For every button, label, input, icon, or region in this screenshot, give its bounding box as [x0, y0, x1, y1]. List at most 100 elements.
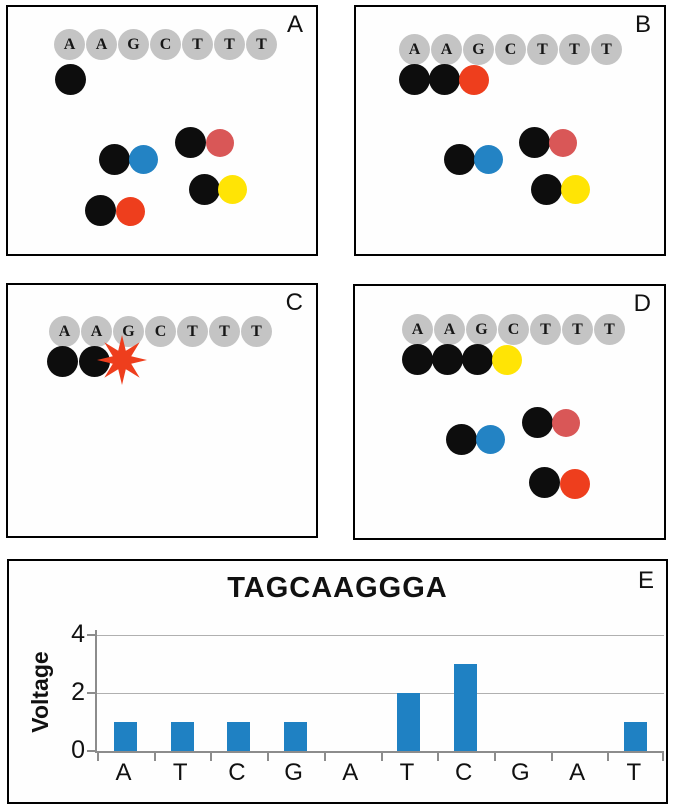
- panel-c-label: C: [285, 289, 303, 316]
- free-nucleotide-circle: [522, 407, 553, 438]
- chart-bar-G-3: [283, 722, 307, 751]
- fluorophore-tag-circle: [129, 145, 158, 174]
- fluorophore-tag-circle: [561, 175, 590, 204]
- gridline-2: [97, 693, 664, 694]
- panel-e-label: E: [637, 567, 654, 594]
- template-base-circle: G: [466, 314, 497, 345]
- incorporation-flash-icon: [96, 334, 148, 391]
- template-base-circle: A: [402, 314, 433, 345]
- x-tick-mark: [380, 753, 383, 761]
- template-base-circle: C: [145, 316, 176, 347]
- free-nucleotide-circle: [189, 174, 220, 205]
- category-label-A: A: [342, 759, 359, 786]
- category-label-C: C: [455, 759, 473, 786]
- chart-title: TAGCAAGGGA: [227, 572, 448, 604]
- category-label-T: T: [399, 759, 415, 786]
- free-nucleotide-circle: [85, 195, 116, 226]
- y-tick-label-2: 2: [71, 678, 85, 706]
- incorporated-nucleotide-circle: [462, 344, 493, 375]
- template-base-circle: A: [434, 314, 465, 345]
- template-base-circle: A: [81, 316, 112, 347]
- template-base-circle: G: [118, 29, 149, 60]
- template-base-circle: T: [562, 314, 593, 345]
- fluorophore-tag-circle: [474, 145, 503, 174]
- y-axis-label: Voltage: [27, 651, 53, 733]
- chart-bar-A-0: [113, 722, 137, 751]
- incorporated-nucleotide-circle: [55, 64, 86, 95]
- x-tick-mark: [607, 753, 610, 761]
- template-base-circle: T: [209, 316, 240, 347]
- fluorophore-tag-circle: [206, 129, 234, 157]
- free-nucleotide-circle: [519, 127, 550, 158]
- bar-chart-plot-area: [87, 630, 664, 761]
- y-tick-label-0: 0: [71, 736, 85, 764]
- fluorophore-tag-circle: [560, 469, 590, 499]
- fluorophore-tag-circle: [218, 175, 247, 204]
- incorporated-nucleotide-circle: [492, 345, 522, 375]
- chart-bar-C-2: [227, 722, 251, 751]
- panel-b-label: B: [634, 11, 651, 38]
- category-label-A: A: [115, 759, 132, 786]
- fluorophore-tag-circle: [116, 197, 145, 226]
- category-label-A: A: [569, 759, 586, 786]
- incorporated-nucleotide-circle: [429, 64, 460, 95]
- y-tick-mark: [87, 692, 95, 694]
- free-nucleotide-circle: [529, 467, 560, 498]
- x-tick-mark: [97, 753, 99, 761]
- template-base-circle: A: [399, 34, 430, 65]
- template-base-circle: A: [54, 29, 85, 60]
- template-base-circle: T: [530, 314, 561, 345]
- incorporated-nucleotide-circle: [399, 64, 430, 95]
- free-nucleotide-circle: [531, 174, 562, 205]
- panel-e-chart: E TAGCAAGGGA Voltage A T C G A T C G A T 0 2 4: [7, 559, 668, 804]
- template-base-circle: T: [246, 29, 277, 60]
- template-base-circle: T: [214, 29, 245, 60]
- template-base-circle: A: [86, 29, 117, 60]
- template-base-circle: G: [113, 316, 144, 347]
- x-tick-mark: [662, 753, 664, 761]
- template-base-circle: A: [431, 34, 462, 65]
- template-base-circle: T: [591, 34, 622, 65]
- panel-d-label: D: [633, 290, 651, 317]
- gridline-4: [97, 635, 664, 636]
- x-tick-mark: [267, 753, 270, 761]
- x-tick-mark: [153, 753, 156, 761]
- chart-bar-T-5: [397, 693, 421, 751]
- fluorophore-tag-circle: [476, 425, 505, 454]
- template-base-circle: T: [527, 34, 558, 65]
- x-tick-mark: [437, 753, 440, 761]
- template-base-circle: G: [463, 34, 494, 65]
- chart-bar-C-6: [454, 664, 478, 751]
- incorporated-nucleotide-circle: [402, 344, 433, 375]
- x-tick-mark: [550, 753, 553, 761]
- chart-bar-T-1: [170, 722, 194, 751]
- incorporated-nucleotide-circle: [432, 344, 463, 375]
- fluorophore-tag-circle: [552, 409, 580, 437]
- category-label-C: C: [228, 759, 246, 786]
- incorporated-nucleotide-circle: [459, 65, 489, 95]
- template-base-circle: C: [150, 29, 181, 60]
- template-base-circle: A: [49, 316, 80, 347]
- category-label-T: T: [172, 759, 188, 786]
- template-base-circle: T: [182, 29, 213, 60]
- template-base-circle: T: [241, 316, 272, 347]
- y-tick-mark: [87, 634, 95, 636]
- template-base-circle: C: [495, 34, 526, 65]
- free-nucleotide-circle: [99, 144, 130, 175]
- y-tick-label-4: 4: [71, 620, 85, 648]
- category-label-T: T: [626, 759, 642, 786]
- category-label-G: G: [284, 759, 303, 786]
- template-base-circle: T: [559, 34, 590, 65]
- free-nucleotide-circle: [175, 127, 206, 158]
- y-tick-mark: [87, 750, 95, 752]
- incorporated-nucleotide-circle: [47, 346, 78, 377]
- template-base-circle: C: [498, 314, 529, 345]
- panel-a-label: A: [286, 11, 303, 38]
- template-base-circle: T: [177, 316, 208, 347]
